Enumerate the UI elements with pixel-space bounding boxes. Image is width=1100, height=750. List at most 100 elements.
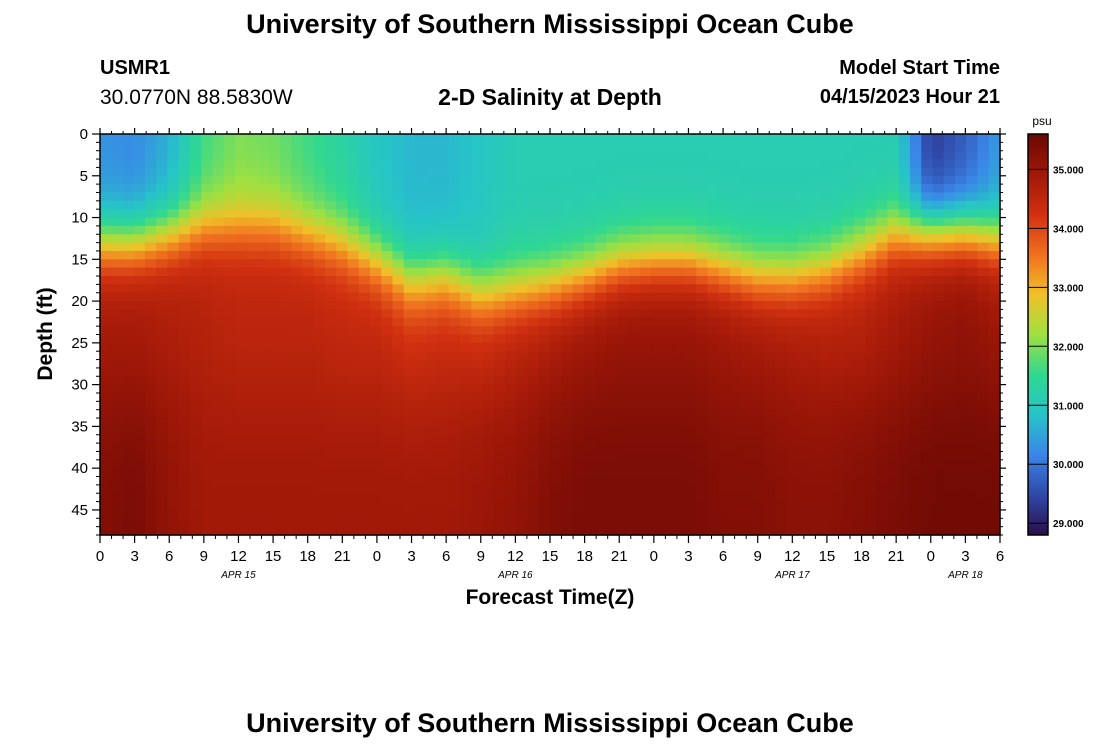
heatmap-cell (527, 384, 540, 394)
heatmap-cell (865, 526, 877, 536)
heatmap-cell (190, 159, 202, 169)
heatmap-cell (167, 175, 180, 185)
heatmap-cell (122, 476, 135, 486)
heatmap-cell (516, 167, 529, 177)
heatmap-cell (268, 468, 281, 478)
heatmap-cell (448, 426, 461, 436)
heatmap-cell (977, 493, 990, 503)
heatmap-cell (910, 225, 922, 235)
x-tick-label: 21 (888, 548, 905, 565)
heatmap-cell (752, 409, 765, 419)
heatmap-cell (730, 200, 742, 210)
heatmap-cell (763, 451, 776, 461)
heatmap-cell (898, 234, 911, 244)
heatmap-cell (741, 509, 754, 519)
heatmap-cell (347, 434, 360, 444)
heatmap-cell (370, 418, 382, 427)
heatmap-cell (280, 342, 292, 352)
heatmap-cell (516, 142, 529, 152)
heatmap-cell (482, 225, 495, 235)
heatmap-cell (966, 426, 979, 436)
heatmap-cell (797, 484, 810, 494)
heatmap-cell (853, 401, 866, 411)
heatmap-cell (718, 284, 731, 294)
heatmap-cell (550, 284, 562, 294)
heatmap-cell (572, 150, 585, 160)
heatmap-cell (628, 526, 641, 536)
heatmap-cell (606, 259, 619, 269)
heatmap-cell (212, 459, 225, 469)
heatmap-cell (505, 409, 517, 419)
heatmap-cell (527, 242, 540, 252)
heatmap-cell (977, 409, 990, 419)
heatmap-cell (482, 518, 495, 528)
heatmap-cell (302, 476, 315, 486)
heatmap-cell (381, 317, 394, 327)
heatmap-cell (662, 526, 675, 536)
heatmap-cell (493, 342, 506, 352)
heatmap-cell (831, 217, 844, 227)
heatmap-cell (538, 134, 551, 143)
heatmap-cell (831, 242, 844, 252)
heatmap-cell (516, 134, 529, 143)
heatmap-cell (887, 392, 900, 402)
heatmap-cell (808, 250, 821, 260)
heatmap-cell (392, 175, 405, 185)
heatmap-cell (718, 250, 731, 260)
heatmap-cell (111, 334, 124, 344)
heatmap-cell (820, 209, 832, 219)
heatmap-cell (865, 134, 877, 143)
colorbar: psu 29.00030.00031.00032.00033.00034.000… (1027, 114, 1084, 536)
heatmap-cell (561, 217, 574, 227)
y-axis-label: Depth (ft) (34, 287, 57, 380)
heatmap-cell (718, 292, 731, 302)
heatmap-cell (133, 392, 146, 402)
heatmap-cell (516, 367, 529, 377)
heatmap-cell (943, 376, 956, 386)
heatmap-cell (482, 359, 495, 369)
heatmap-cell (538, 142, 551, 152)
heatmap-cell (516, 418, 529, 427)
heatmap-cell (662, 225, 675, 235)
heatmap-cell (167, 359, 180, 369)
heatmap-cell (606, 292, 619, 302)
y-tick-label: 25 (71, 335, 88, 352)
heatmap-cell (842, 418, 855, 427)
heatmap-cell (538, 518, 551, 528)
heatmap-cell (381, 284, 394, 294)
date-label: APR 18 (947, 570, 983, 581)
heatmap-cell (246, 276, 259, 285)
heatmap-cell (111, 384, 124, 394)
heatmap-cell (673, 184, 686, 194)
heatmap-cell (370, 326, 382, 336)
heatmap-cell (133, 518, 146, 528)
heatmap-cell (921, 451, 934, 461)
heatmap-cell (662, 200, 675, 210)
heatmap-cell (437, 342, 450, 352)
heatmap-cell (561, 159, 574, 169)
heatmap-cell (381, 292, 394, 302)
heatmap-cell (820, 192, 832, 202)
heatmap-cell (538, 468, 551, 478)
heatmap-cell (673, 276, 686, 285)
heatmap-cell (617, 317, 630, 327)
heatmap-cell (865, 501, 877, 511)
heatmap-cell (493, 459, 506, 469)
heatmap-cell (943, 134, 956, 143)
heatmap-cell (201, 468, 214, 478)
heatmap-cell (718, 326, 731, 336)
heatmap-cell (595, 209, 607, 219)
heatmap-cell (223, 200, 236, 210)
heatmap-cell (358, 326, 371, 336)
heatmap-cell (763, 501, 776, 511)
heatmap-cell (606, 200, 619, 210)
x-tick-label: 6 (165, 548, 173, 565)
heatmap-cell (370, 234, 382, 244)
heatmap-cell (347, 501, 360, 511)
heatmap-cell (336, 468, 349, 478)
heatmap-cell (426, 476, 439, 486)
heatmap-cell (167, 159, 180, 169)
heatmap-cell (280, 451, 292, 461)
heatmap-cell (403, 476, 416, 486)
heatmap-cell (763, 459, 776, 469)
